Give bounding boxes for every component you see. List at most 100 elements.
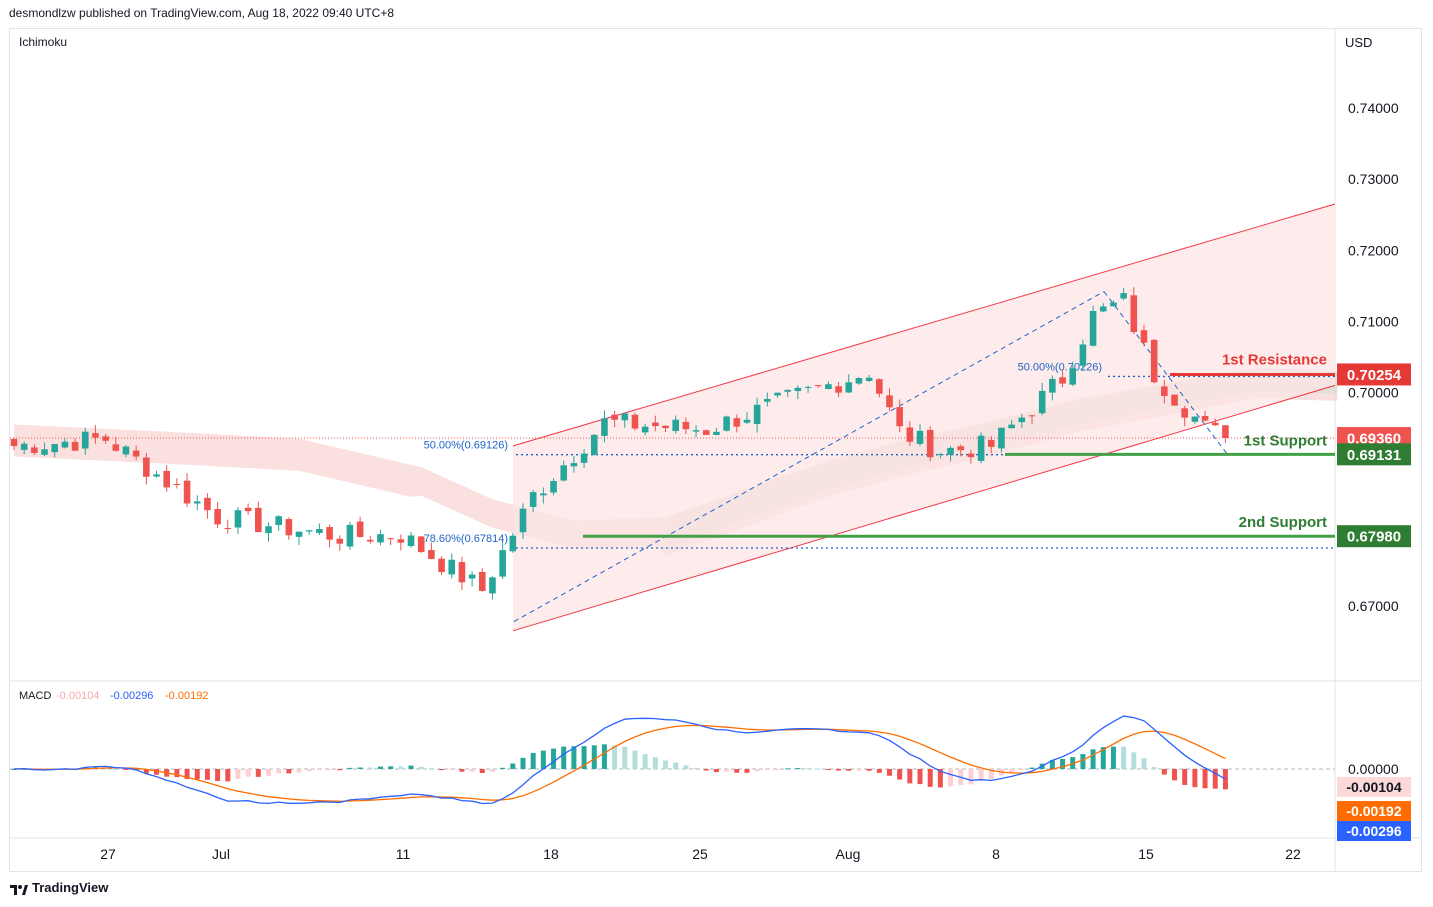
macd-hist-bar (1172, 769, 1178, 781)
candle-body (825, 384, 832, 389)
macd-hist-bar (1222, 769, 1228, 790)
macd-hist-bar (357, 767, 363, 769)
candle-body (316, 529, 323, 533)
channel-fill (513, 204, 1335, 631)
macd-hist-bar (520, 757, 526, 769)
macd-hist-bar (11, 769, 17, 770)
macd-hist-bar (1141, 758, 1147, 769)
candle-body (163, 470, 170, 488)
x-tick-label: 22 (1285, 846, 1301, 862)
macd-value-tag-text: -0.00192 (1346, 803, 1401, 819)
candle-body (764, 398, 771, 402)
candle-body (580, 453, 588, 463)
candle-body (1120, 293, 1127, 299)
candle-body (570, 463, 578, 467)
macd-hist-bar (836, 769, 842, 771)
resistance-label: 1st Resistance (1222, 351, 1327, 368)
macd-hist-bar (683, 765, 689, 769)
x-tick-label: 15 (1138, 846, 1154, 862)
y-tick-label: 0.73000 (1348, 171, 1399, 187)
macd-hist-bar (235, 769, 241, 779)
candle-body (509, 535, 517, 552)
macd-hist-bar (377, 766, 383, 769)
candle-body (183, 480, 191, 504)
x-tick-label: Aug (836, 846, 861, 862)
candle-body (753, 404, 761, 425)
candle-body (10, 438, 18, 447)
macd-hist-bar (347, 767, 353, 769)
macd-value-tag (1337, 821, 1411, 841)
candle-body (529, 492, 537, 507)
candle-body (519, 508, 527, 533)
candle-body (407, 535, 415, 547)
macd-hist-bar (215, 769, 221, 781)
candle-body (356, 521, 364, 537)
macd-hist-bar (123, 769, 129, 770)
candle-body (652, 422, 659, 427)
candle-body (417, 536, 425, 553)
macd-hist-bar (988, 769, 994, 780)
candle-body (326, 527, 333, 540)
candle-body (489, 577, 496, 594)
candle-body (204, 497, 211, 511)
candle-body (397, 539, 405, 543)
macd-hist-bar (266, 769, 271, 776)
macd-hist-bar (856, 769, 862, 771)
candle-body (865, 377, 873, 381)
macd-hist-bar (652, 757, 658, 769)
x-tick-label: Jul (212, 846, 230, 862)
macd-hist-bar (428, 768, 434, 770)
candle-body (173, 483, 181, 485)
candle-body (81, 431, 89, 449)
fib-leg-down (1103, 291, 1229, 456)
candle-body (631, 414, 639, 429)
support-label-1: 1st Support (1244, 432, 1327, 449)
macd-hist-bar (489, 769, 495, 772)
candle-body (957, 446, 965, 451)
candle-body (713, 431, 720, 435)
candle-body (1222, 425, 1229, 439)
macd-hist-bar (805, 768, 811, 770)
channel-lower-line (512, 384, 1336, 632)
candle-body (794, 387, 802, 392)
candle-body (224, 527, 232, 529)
candle-body (132, 450, 140, 457)
macd-hist-bar (927, 769, 933, 787)
macd-hist-bar (1202, 769, 1208, 789)
candle-body (214, 509, 221, 525)
macd-hist-bar (296, 769, 302, 773)
macd-hist-bar (1090, 749, 1096, 769)
candle-body (234, 510, 242, 528)
macd-hist-bar (663, 760, 669, 769)
candle-body (743, 419, 751, 423)
macd-hist-bar (734, 769, 740, 773)
candle-body (540, 493, 547, 496)
candle-body (1038, 390, 1046, 414)
macd-hist-bar (764, 769, 770, 771)
candle-body (1028, 415, 1036, 417)
candle-body (1130, 295, 1138, 333)
macd-hist-bar (1212, 769, 1218, 789)
candle-body (1089, 310, 1097, 346)
macd-hist-bar (154, 769, 160, 775)
macd-hist-bar (316, 769, 322, 771)
candle-body (20, 443, 28, 450)
macd-hist-bar (744, 769, 750, 773)
candle-body (41, 449, 48, 455)
y-tick-label: 0.72000 (1348, 242, 1399, 258)
macd-hist-bar (388, 766, 394, 769)
candle-body (621, 413, 629, 421)
candle-body (937, 454, 944, 456)
channel-upper-line (512, 203, 1336, 447)
candle-body (336, 538, 344, 544)
candle-body (550, 481, 557, 493)
candle-body (244, 507, 252, 512)
footer-brand[interactable]: TradingView (10, 880, 108, 895)
chart-frame (9, 28, 1422, 872)
footer-brand-text: TradingView (32, 880, 109, 895)
macd-hist-bar (184, 769, 190, 779)
currency-label: USD (1345, 35, 1372, 50)
macd-hist-bar (194, 769, 200, 780)
candle-body (662, 425, 669, 429)
